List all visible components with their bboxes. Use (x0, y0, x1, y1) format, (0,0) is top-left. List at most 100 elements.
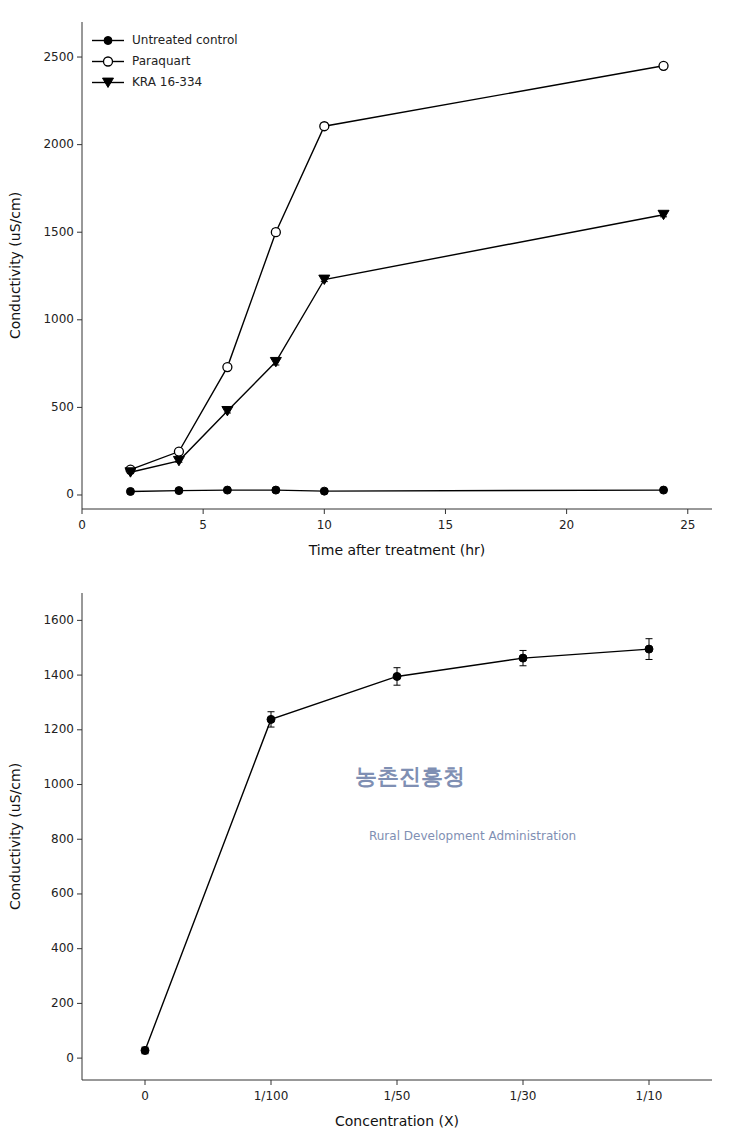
x-axis-label: Concentration (X) (335, 1113, 459, 1129)
marker (141, 1046, 149, 1054)
x-tick (203, 509, 204, 514)
y-tick-label: 0 (66, 1051, 74, 1065)
x-tick-label: 1/100 (254, 1089, 289, 1103)
y-tick (77, 494, 82, 495)
y-tick (77, 729, 82, 730)
y-tick-label: 2000 (43, 137, 74, 151)
x-tick (687, 509, 688, 514)
x-tick (271, 1080, 272, 1085)
marker (660, 486, 668, 494)
y-tick-label: 1600 (43, 613, 74, 627)
x-tick (82, 509, 83, 514)
y-tick (77, 839, 82, 840)
y-tick-label: 800 (51, 832, 74, 846)
x-tick-label: 5 (199, 518, 207, 532)
marker (223, 486, 231, 494)
legend-label: Untreated control (132, 33, 238, 47)
y-axis-label: Conductivity (uS/cm) (7, 763, 23, 910)
series (126, 486, 667, 495)
marker (645, 645, 653, 653)
error-bar (646, 639, 653, 660)
marker (319, 275, 330, 284)
marker (222, 406, 233, 415)
marker (175, 487, 183, 495)
x-tick-label: 0 (141, 1089, 149, 1103)
legend-label: KRA 16-334 (132, 75, 202, 89)
y-tick (77, 1058, 82, 1059)
x-tick-label: 25 (680, 518, 695, 532)
marker (320, 487, 328, 495)
x-tick-label: 1/30 (510, 1089, 537, 1103)
marker (126, 487, 134, 495)
y-tick-label: 1000 (43, 777, 74, 791)
marker (271, 228, 280, 237)
marker (519, 654, 527, 662)
x-tick (445, 509, 446, 514)
x-tick-label: 0 (78, 518, 86, 532)
marker (270, 357, 281, 366)
x-tick-label: 15 (438, 518, 453, 532)
legend-marker (104, 37, 112, 45)
legend-marker (103, 78, 114, 87)
x-tick (566, 509, 567, 514)
marker (658, 210, 669, 219)
marker (659, 61, 668, 70)
x-tick (145, 1080, 146, 1085)
error-bar (142, 1047, 149, 1054)
series (141, 639, 653, 1055)
error-bar (520, 650, 527, 665)
y-tick-label: 1400 (43, 668, 74, 682)
y-tick-label: 500 (51, 400, 74, 414)
y-tick-label: 200 (51, 996, 74, 1010)
plot-area (141, 639, 653, 1055)
series-line (145, 649, 649, 1050)
y-tick-label: 1200 (43, 722, 74, 736)
marker (223, 363, 232, 372)
x-tick-label: 1/10 (636, 1089, 663, 1103)
y-tick (77, 948, 82, 949)
legend-label: Paraquart (132, 54, 191, 68)
y-tick-label: 0 (66, 487, 74, 501)
marker (393, 672, 401, 680)
x-tick-label: 20 (559, 518, 574, 532)
y-tick (77, 893, 82, 894)
y-tick (77, 319, 82, 320)
chart: 0200400600800100012001400160001/1001/501… (0, 571, 734, 1142)
plot-area (125, 61, 669, 495)
y-tick (77, 1003, 82, 1004)
axes: 0200400600800100012001400160001/1001/501… (43, 593, 712, 1103)
x-tick (397, 1080, 398, 1085)
x-tick (324, 509, 325, 514)
y-axis-label: Conductivity (uS/cm) (7, 192, 23, 339)
series-line (130, 215, 663, 473)
marker (320, 122, 329, 131)
series-line (130, 66, 663, 470)
y-axis-line (82, 593, 83, 1080)
x-axis-line (82, 509, 712, 510)
error-bar (394, 668, 401, 686)
y-tick (77, 57, 82, 58)
y-tick (77, 784, 82, 785)
y-tick-label: 2500 (43, 50, 74, 64)
y-tick (77, 675, 82, 676)
error-bar (268, 712, 275, 727)
marker (173, 456, 184, 465)
marker (272, 486, 280, 494)
y-axis-line (82, 22, 83, 509)
y-tick (77, 620, 82, 621)
chart: 050010001500200025000510152025Time after… (0, 0, 734, 571)
x-tick-label: 1/50 (384, 1089, 411, 1103)
y-tick-label: 600 (51, 886, 74, 900)
x-tick-label: 10 (317, 518, 332, 532)
x-axis-label: Time after treatment (hr) (308, 542, 486, 558)
y-tick-label: 1500 (43, 225, 74, 239)
series-line (130, 490, 663, 491)
x-tick (523, 1080, 524, 1085)
x-tick (649, 1080, 650, 1085)
y-tick (77, 144, 82, 145)
axes: 050010001500200025000510152025 (43, 22, 712, 532)
annotation: 농촌진흥청 (355, 764, 465, 789)
marker (125, 468, 136, 477)
y-tick (77, 407, 82, 408)
marker (267, 715, 275, 723)
